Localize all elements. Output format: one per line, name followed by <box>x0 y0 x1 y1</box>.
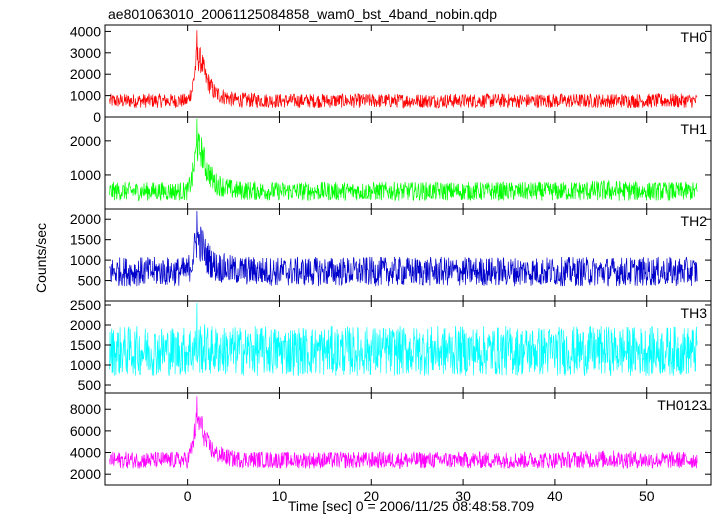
x-axis: 0 10 20 30 40 50 <box>184 488 655 504</box>
y-tick-label: 8000 <box>70 401 101 417</box>
x-tick-label: 20 <box>363 488 379 504</box>
x-tick-label: 40 <box>547 488 563 504</box>
y-tick-label: 2000 <box>70 133 101 149</box>
panel-label-th0123: TH0123 <box>657 397 707 413</box>
panel-th0: 0 1000 2000 3000 4000 TH0 <box>70 23 712 125</box>
y-tick-label: 4000 <box>70 23 101 39</box>
y-tick-label: 1000 <box>70 88 101 104</box>
series-th3 <box>109 302 698 376</box>
y-tick-label: 1500 <box>70 232 101 248</box>
series-th1 <box>109 118 698 202</box>
x-tick-label: 0 <box>184 488 192 504</box>
panel-th2: 500 1000 1500 2000 TH2 <box>70 208 712 302</box>
y-tick-label: 2000 <box>70 466 101 482</box>
y-tick-label: 6000 <box>70 423 101 439</box>
panel-frame <box>104 392 712 486</box>
y-tick-label: 2000 <box>70 211 101 227</box>
y-tick-label: 2500 <box>70 297 101 313</box>
panels-group: 0 1000 2000 3000 4000 TH0 1000 2000 TH1 500 1000 15… <box>70 23 712 486</box>
y-tick-label: 2000 <box>70 317 101 333</box>
x-tick-label: 30 <box>455 488 471 504</box>
y-tick-label: 1000 <box>70 357 101 373</box>
panel-label-th2: TH2 <box>681 213 708 229</box>
panel-label-th1: TH1 <box>681 121 708 137</box>
y-tick-label: 2000 <box>70 66 101 82</box>
chart-title: ae801063010_20061125084858_wam0_bst_4ban… <box>108 6 497 22</box>
panel-th3: 500 1000 1500 2000 2500 TH3 <box>70 297 712 394</box>
y-tick-label: 1000 <box>70 167 101 183</box>
x-tick-label: 50 <box>639 488 655 504</box>
series-th0 <box>109 30 698 109</box>
y-tick-label: 500 <box>78 377 102 393</box>
y-tick-label: 4000 <box>70 445 101 461</box>
series-th0123 <box>109 396 698 470</box>
panel-frame <box>104 208 712 302</box>
series-th2 <box>109 210 698 287</box>
y-tick-label: 1000 <box>70 252 101 268</box>
panel-th1: 1000 2000 TH1 <box>70 116 712 210</box>
panel-label-th3: TH3 <box>681 305 708 321</box>
x-axis-title: Time [sec] 0 = 2006/11/25 08:48:58.709 <box>288 498 535 514</box>
x-tick-label: 10 <box>272 488 288 504</box>
panel-label-th0: TH0 <box>681 29 708 45</box>
y-tick-label: 0 <box>93 109 101 125</box>
y-tick-label: 3000 <box>70 45 101 61</box>
y-axis-title: Counts/sec <box>33 223 49 293</box>
y-tick-label: 1500 <box>70 337 101 353</box>
panel-th0123: 2000 4000 6000 8000 TH0123 <box>70 392 712 486</box>
y-tick-label: 500 <box>78 273 102 289</box>
